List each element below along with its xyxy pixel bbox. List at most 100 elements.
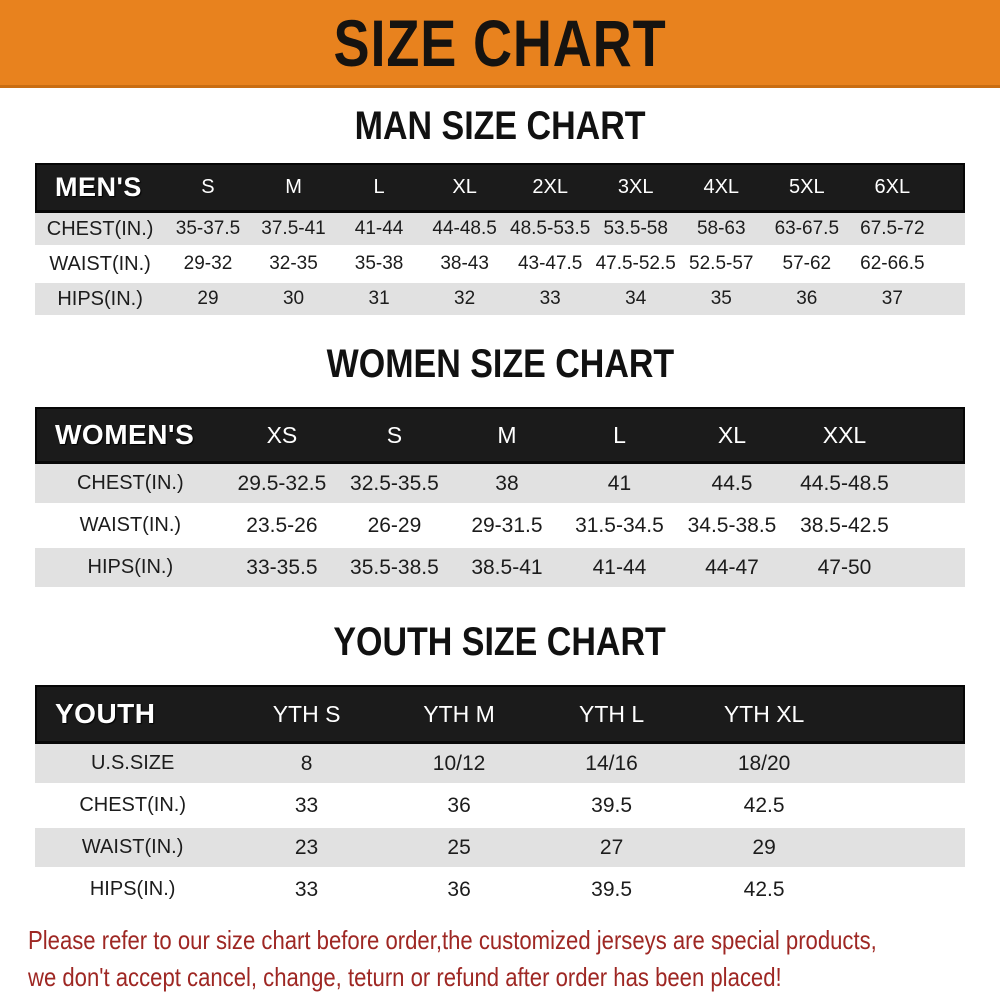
women-size-section: WOMEN SIZE CHART WOMEN'S XS S M L XL XXL CHEST(…: [0, 342, 1000, 590]
size-chart-banner: SIZE CHART: [0, 0, 1000, 88]
womens-cell: 41: [563, 464, 676, 506]
mens-cell: 47.5-52.5: [592, 248, 679, 283]
youth-header-label: YOUTH: [35, 685, 231, 744]
footer-note: Please refer to our size chart before or…: [0, 922, 1000, 996]
mens-cell: 43-47.5: [507, 248, 593, 283]
mens-cell: 38-43: [421, 248, 508, 283]
banner-title: SIZE CHART: [333, 5, 667, 80]
youth-row-label: CHEST(IN.): [35, 786, 231, 828]
youth-cell: 8: [230, 744, 383, 786]
youth-table-container: YOUTH YTH S YTH M YTH L YTH XL U.S.SIZE 8 10/12…: [0, 685, 1000, 912]
womens-header-filler: [900, 407, 965, 464]
man-size-chart-title: MAN SIZE CHART: [0, 104, 1000, 149]
mens-row-label: HIPS(IN.): [35, 283, 166, 318]
mens-cell: 35: [678, 283, 765, 318]
youth-size-chart-title-text: YOUTH SIZE CHART: [333, 620, 667, 664]
youth-cell: 36: [382, 870, 536, 912]
mens-column-header-2xl: 2XL: [507, 163, 593, 213]
youth-row-chest-in-: CHEST(IN.) 33 36 39.5 42.5: [35, 786, 965, 828]
youth-cell: 39.5: [535, 870, 688, 912]
mens-column-header-xl: XL: [421, 163, 508, 213]
youth-column-header-yth-xl: YTH XL: [687, 685, 841, 744]
youth-row-label: U.S.SIZE: [35, 744, 231, 786]
womens-cell: 47-50: [788, 548, 901, 590]
man-size-chart-title-text: MAN SIZE CHART: [354, 104, 646, 148]
womens-cell: 38: [450, 464, 564, 506]
mens-column-header-6xl: 6XL: [849, 163, 936, 213]
women-size-chart-title-text: WOMEN SIZE CHART: [326, 342, 674, 386]
women-size-chart-title: WOMEN SIZE CHART: [0, 342, 1000, 387]
womens-column-header-m: M: [450, 407, 564, 464]
youth-size-chart-title: YOUTH SIZE CHART: [0, 620, 1000, 665]
womens-cell: 44-47: [675, 548, 789, 590]
mens-cell-filler: [935, 248, 965, 283]
youth-row-label: WAIST(IN.): [35, 828, 231, 870]
youth-row-hips-in-: HIPS(IN.) 33 36 39.5 42.5: [35, 870, 965, 912]
youth-column-header-yth-m: YTH M: [382, 685, 536, 744]
womens-row-waist-in-: WAIST(IN.) 23.5-26 26-29 29-31.5 31.5-34.5 34…: [35, 506, 965, 548]
womens-column-header-xl: XL: [675, 407, 789, 464]
womens-column-header-s: S: [338, 407, 451, 464]
womens-column-header-l: L: [563, 407, 676, 464]
youth-cell: 29: [687, 828, 841, 870]
womens-row-label: HIPS(IN.): [35, 548, 226, 590]
youth-size-table: YOUTH YTH S YTH M YTH L YTH XL U.S.SIZE 8 10/12…: [35, 685, 965, 912]
mens-cell: 41-44: [336, 213, 422, 248]
womens-cell-filler: [900, 464, 965, 506]
womens-cell: 32.5-35.5: [338, 464, 451, 506]
youth-row-label: HIPS(IN.): [35, 870, 231, 912]
mens-row-label: WAIST(IN.): [35, 248, 166, 283]
mens-cell: 58-63: [678, 213, 765, 248]
youth-column-header-yth-s: YTH S: [230, 685, 383, 744]
womens-cell: 26-29: [338, 506, 451, 548]
mens-cell: 29: [165, 283, 251, 318]
womens-cell: 38.5-41: [450, 548, 564, 590]
youth-cell-filler: [840, 786, 965, 828]
mens-table-container: MEN'S S M L XL 2XL 3XL 4XL 5XL 6XL CHEST(IN.) 35-37…: [0, 163, 1000, 318]
mens-header-filler: [935, 163, 965, 213]
womens-size-table: WOMEN'S XS S M L XL XXL CHEST(IN.) 29.5-32.5 32.5…: [35, 407, 965, 590]
womens-header-label: WOMEN'S: [35, 407, 226, 464]
youth-header-row: YOUTH YTH S YTH M YTH L YTH XL: [35, 685, 965, 744]
youth-cell: 14/16: [535, 744, 688, 786]
womens-row-chest-in-: CHEST(IN.) 29.5-32.5 32.5-35.5 38 41 44.5 44.5…: [35, 464, 965, 506]
womens-cell: 33-35.5: [225, 548, 339, 590]
mens-cell-filler: [935, 213, 965, 248]
womens-cell: 38.5-42.5: [788, 506, 901, 548]
youth-cell: 27: [535, 828, 688, 870]
mens-cell: 63-67.5: [764, 213, 850, 248]
womens-cell-filler: [900, 506, 965, 548]
mens-cell: 67.5-72: [849, 213, 936, 248]
youth-cell: 10/12: [382, 744, 536, 786]
mens-cell: 57-62: [764, 248, 850, 283]
womens-table-container: WOMEN'S XS S M L XL XXL CHEST(IN.) 29.5-32.5 32.5…: [0, 407, 1000, 590]
mens-row-chest-in-: CHEST(IN.) 35-37.5 37.5-41 41-44 44-48.5 48.5…: [35, 213, 965, 248]
youth-cell: 25: [382, 828, 536, 870]
mens-cell: 31: [336, 283, 422, 318]
youth-row-u-s-size: U.S.SIZE 8 10/12 14/16 18/20: [35, 744, 965, 786]
youth-header-filler: [840, 685, 965, 744]
man-size-section: MAN SIZE CHART MEN'S S M L XL 2XL 3XL 4XL 5XL 6XL…: [0, 104, 1000, 318]
womens-cell: 31.5-34.5: [563, 506, 676, 548]
youth-cell: 39.5: [535, 786, 688, 828]
womens-column-header-xxl: XXL: [788, 407, 901, 464]
mens-cell: 35-37.5: [165, 213, 251, 248]
footer-note-line-1: Please refer to our size chart before or…: [28, 925, 877, 955]
womens-cell: 23.5-26: [225, 506, 339, 548]
mens-cell: 37.5-41: [250, 213, 337, 248]
womens-cell-filler: [900, 548, 965, 590]
womens-header-row: WOMEN'S XS S M L XL XXL: [35, 407, 965, 464]
mens-cell: 32: [421, 283, 508, 318]
youth-cell-filler: [840, 744, 965, 786]
youth-cell: 33: [230, 870, 383, 912]
youth-cell: 42.5: [687, 786, 841, 828]
mens-header-row: MEN'S S M L XL 2XL 3XL 4XL 5XL 6XL: [35, 163, 965, 213]
mens-column-header-3xl: 3XL: [592, 163, 679, 213]
mens-row-label: CHEST(IN.): [35, 213, 166, 248]
mens-cell: 37: [849, 283, 936, 318]
mens-column-header-5xl: 5XL: [764, 163, 850, 213]
mens-size-table: MEN'S S M L XL 2XL 3XL 4XL 5XL 6XL CHEST(IN.) 35-37…: [35, 163, 965, 318]
mens-cell: 29-32: [165, 248, 251, 283]
mens-cell: 36: [764, 283, 850, 318]
mens-cell: 35-38: [336, 248, 422, 283]
